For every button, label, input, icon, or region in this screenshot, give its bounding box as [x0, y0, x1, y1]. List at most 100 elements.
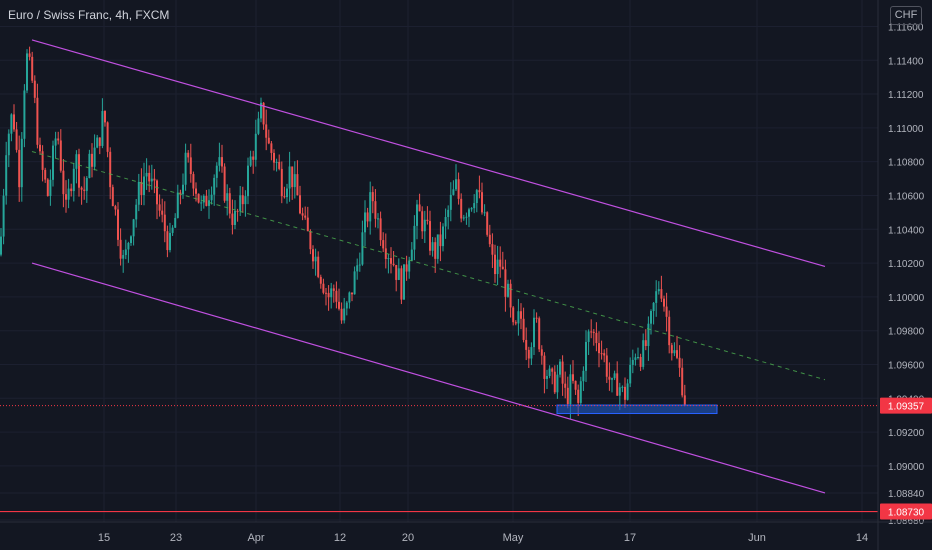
- candle-body: [634, 357, 637, 360]
- candle-body: [80, 187, 83, 190]
- candle-body: [509, 283, 512, 308]
- candle-body: [590, 331, 593, 333]
- candle-body: [135, 204, 138, 220]
- candle-body: [371, 192, 374, 202]
- candle-body: [317, 256, 320, 277]
- candle-body: [114, 206, 117, 210]
- x-tick-label: 14: [856, 532, 868, 544]
- candle-body: [312, 249, 314, 262]
- candle-body: [478, 190, 481, 193]
- candle-body: [429, 221, 431, 251]
- candle-body: [218, 157, 221, 166]
- candle-body: [345, 302, 348, 309]
- candle-body: [67, 188, 70, 200]
- candle-body: [538, 318, 541, 350]
- candle-body: [202, 195, 205, 203]
- candle-body: [299, 195, 301, 214]
- candle-body: [564, 383, 567, 388]
- candle-body: [314, 256, 317, 262]
- candle-body: [379, 218, 382, 241]
- candle-body: [629, 364, 632, 384]
- candle-body: [397, 268, 400, 280]
- candle-body: [179, 192, 182, 195]
- candle-body: [205, 195, 208, 206]
- candle-body: [520, 311, 522, 319]
- level-price-badge: [880, 503, 932, 520]
- candle-body: [598, 343, 600, 354]
- candle-body: [306, 217, 309, 232]
- candle-body: [36, 97, 39, 145]
- candle-body: [574, 380, 577, 390]
- candle-body: [257, 118, 260, 134]
- candle-body: [676, 350, 678, 358]
- candle-body: [241, 195, 244, 205]
- candle-body: [163, 214, 166, 232]
- candle-body: [330, 288, 333, 298]
- candle-body: [132, 219, 135, 237]
- candle-body: [611, 378, 613, 380]
- candle-body: [668, 316, 671, 346]
- candle-body: [161, 210, 164, 215]
- candle-body: [455, 179, 457, 190]
- candle-body: [369, 192, 372, 222]
- channel-mid-line[interactable]: [31, 151, 826, 381]
- candle-body: [304, 215, 307, 218]
- candle-body: [265, 124, 268, 138]
- candle-body: [200, 202, 203, 204]
- candle-body: [566, 387, 569, 405]
- candle-body: [174, 217, 177, 228]
- candle-body: [595, 332, 598, 344]
- candle-body: [496, 259, 499, 275]
- current-price-badge: [880, 397, 932, 414]
- y-tick-label: 1.09800: [888, 327, 925, 338]
- channel-upper-line[interactable]: [31, 39, 826, 268]
- candle-body: [673, 350, 676, 354]
- candle-body: [148, 172, 151, 182]
- candle-body: [221, 157, 223, 167]
- candle-body: [166, 231, 169, 251]
- y-tick-label: 1.09200: [888, 428, 925, 439]
- candle-body: [228, 193, 231, 214]
- candle-body: [361, 232, 364, 265]
- channel-lower-line[interactable]: [31, 262, 826, 494]
- candle-body: [70, 188, 73, 192]
- candle-body: [364, 212, 366, 233]
- candle-body: [418, 204, 421, 212]
- candle-body: [223, 166, 226, 201]
- candle-body: [491, 244, 494, 255]
- y-tick-label: 1.09600: [888, 360, 925, 371]
- candle-body: [637, 356, 639, 358]
- candle-body: [374, 201, 377, 219]
- candle-body: [460, 198, 463, 219]
- candle-body: [468, 209, 470, 217]
- candle-body: [88, 153, 91, 178]
- candle-body: [106, 122, 109, 152]
- candle-body: [254, 133, 257, 160]
- candle-body: [117, 209, 119, 240]
- candle-body: [405, 264, 408, 272]
- candle-body: [91, 153, 93, 167]
- candle-body: [239, 195, 242, 211]
- candle-body: [504, 269, 507, 297]
- candle-body: [215, 165, 218, 178]
- candle-body: [184, 152, 187, 185]
- candle-body: [270, 143, 273, 153]
- support-zone[interactable]: [556, 404, 718, 415]
- candle-body: [338, 301, 340, 309]
- candle-body: [470, 208, 473, 210]
- candle-body: [449, 194, 452, 210]
- candle-body: [26, 53, 28, 91]
- candle-body: [390, 258, 392, 264]
- candle-body: [249, 156, 252, 166]
- currency-button[interactable]: CHF: [890, 6, 922, 25]
- candle-body: [605, 355, 608, 377]
- candle-body: [678, 357, 681, 368]
- level-price-label: 1.08730: [888, 508, 925, 519]
- candle-body: [210, 194, 213, 201]
- candle-body: [111, 187, 114, 207]
- candle-body: [572, 374, 574, 381]
- candle-body: [353, 271, 356, 295]
- candle-body: [395, 265, 398, 280]
